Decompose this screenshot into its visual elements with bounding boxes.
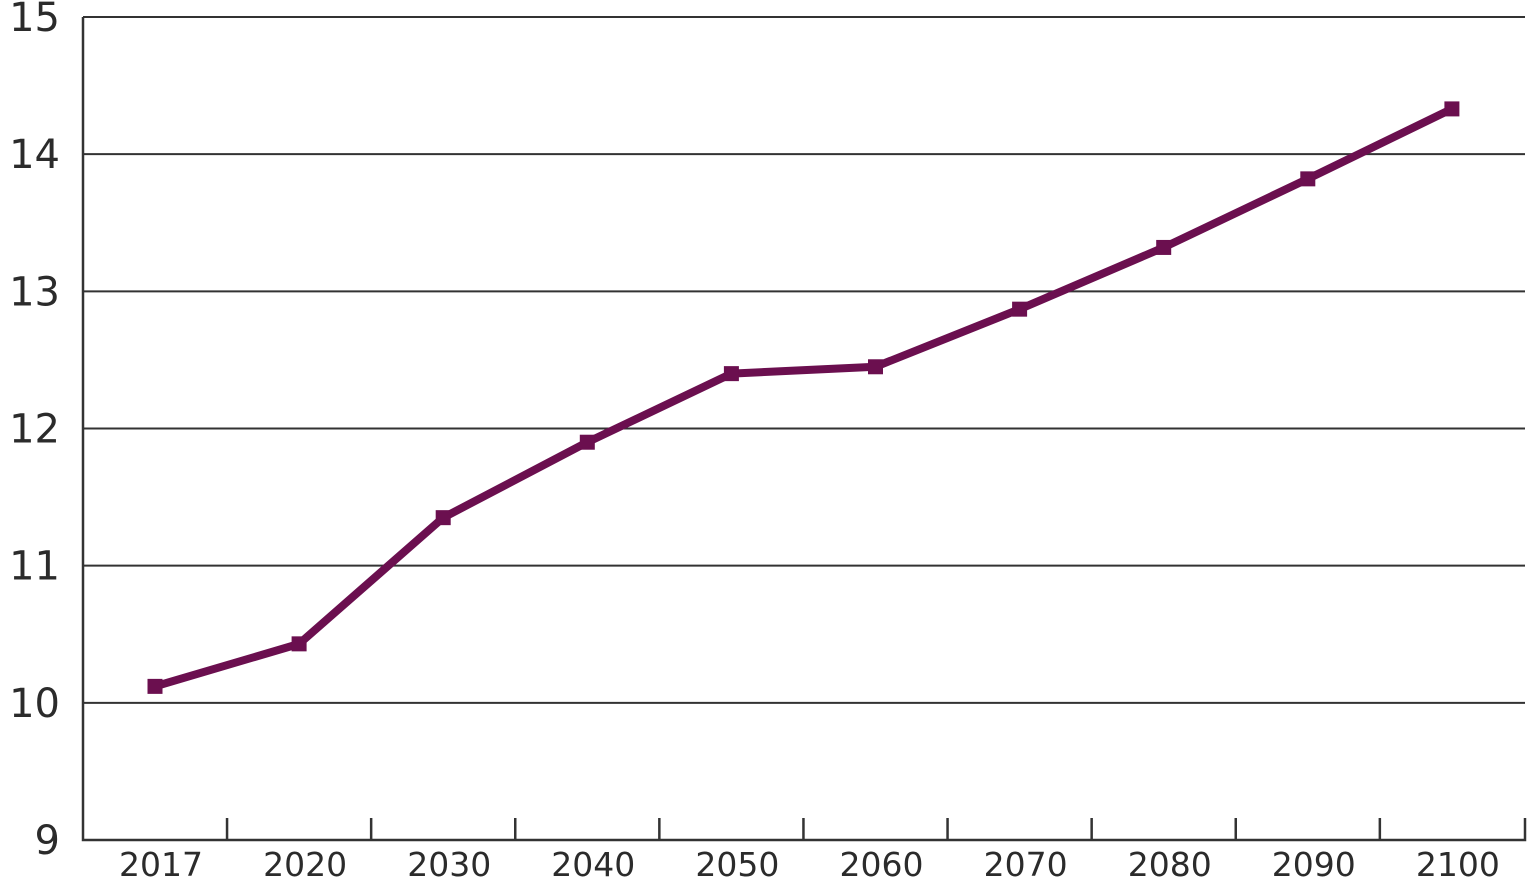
x-tick-label: 2100: [1416, 845, 1500, 883]
data-point-marker: [1156, 239, 1172, 255]
y-tick-label: 15: [9, 0, 60, 41]
x-tick-labels: 2017 2020 2030 2040 2050 2060 2070 2080 2090 2100: [119, 845, 1500, 883]
x-tick-label: 2080: [1128, 845, 1212, 883]
data-point-marker: [435, 510, 451, 526]
data-point-marker: [868, 359, 883, 375]
y-tick-label: 11: [9, 544, 60, 590]
data-point-marker: [147, 678, 163, 694]
x-tick-label: 2017: [119, 845, 203, 883]
data-point-marker: [291, 636, 307, 652]
x-tick-label: 2090: [1272, 845, 1356, 883]
data-point-marker: [1444, 101, 1460, 117]
x-tick-label: 2070: [984, 845, 1068, 883]
y-tick-label: 14: [9, 132, 60, 178]
series-layer: [147, 101, 1460, 694]
data-point-marker: [1012, 301, 1028, 317]
x-tick-label: 2020: [263, 845, 347, 883]
x-tick-label: 2050: [695, 845, 779, 883]
x-tick-label: 2030: [407, 845, 491, 883]
x-tick-label: 2060: [840, 845, 924, 883]
y-tick-label: 12: [9, 407, 60, 453]
gridlines: [83, 16, 1525, 704]
y-tick-label: 9: [35, 818, 60, 864]
series-line: [153, 105, 1454, 691]
data-point-marker: [579, 434, 595, 450]
y-tick-labels: 9 10 11 12 13 14 15: [9, 0, 60, 864]
data-point-marker: [723, 366, 739, 382]
x-tick-label: 2040: [551, 845, 635, 883]
axes: [81, 17, 1527, 842]
y-tick-label: 10: [9, 681, 60, 727]
y-tick-label: 13: [9, 269, 60, 315]
data-point-marker: [1300, 171, 1316, 187]
